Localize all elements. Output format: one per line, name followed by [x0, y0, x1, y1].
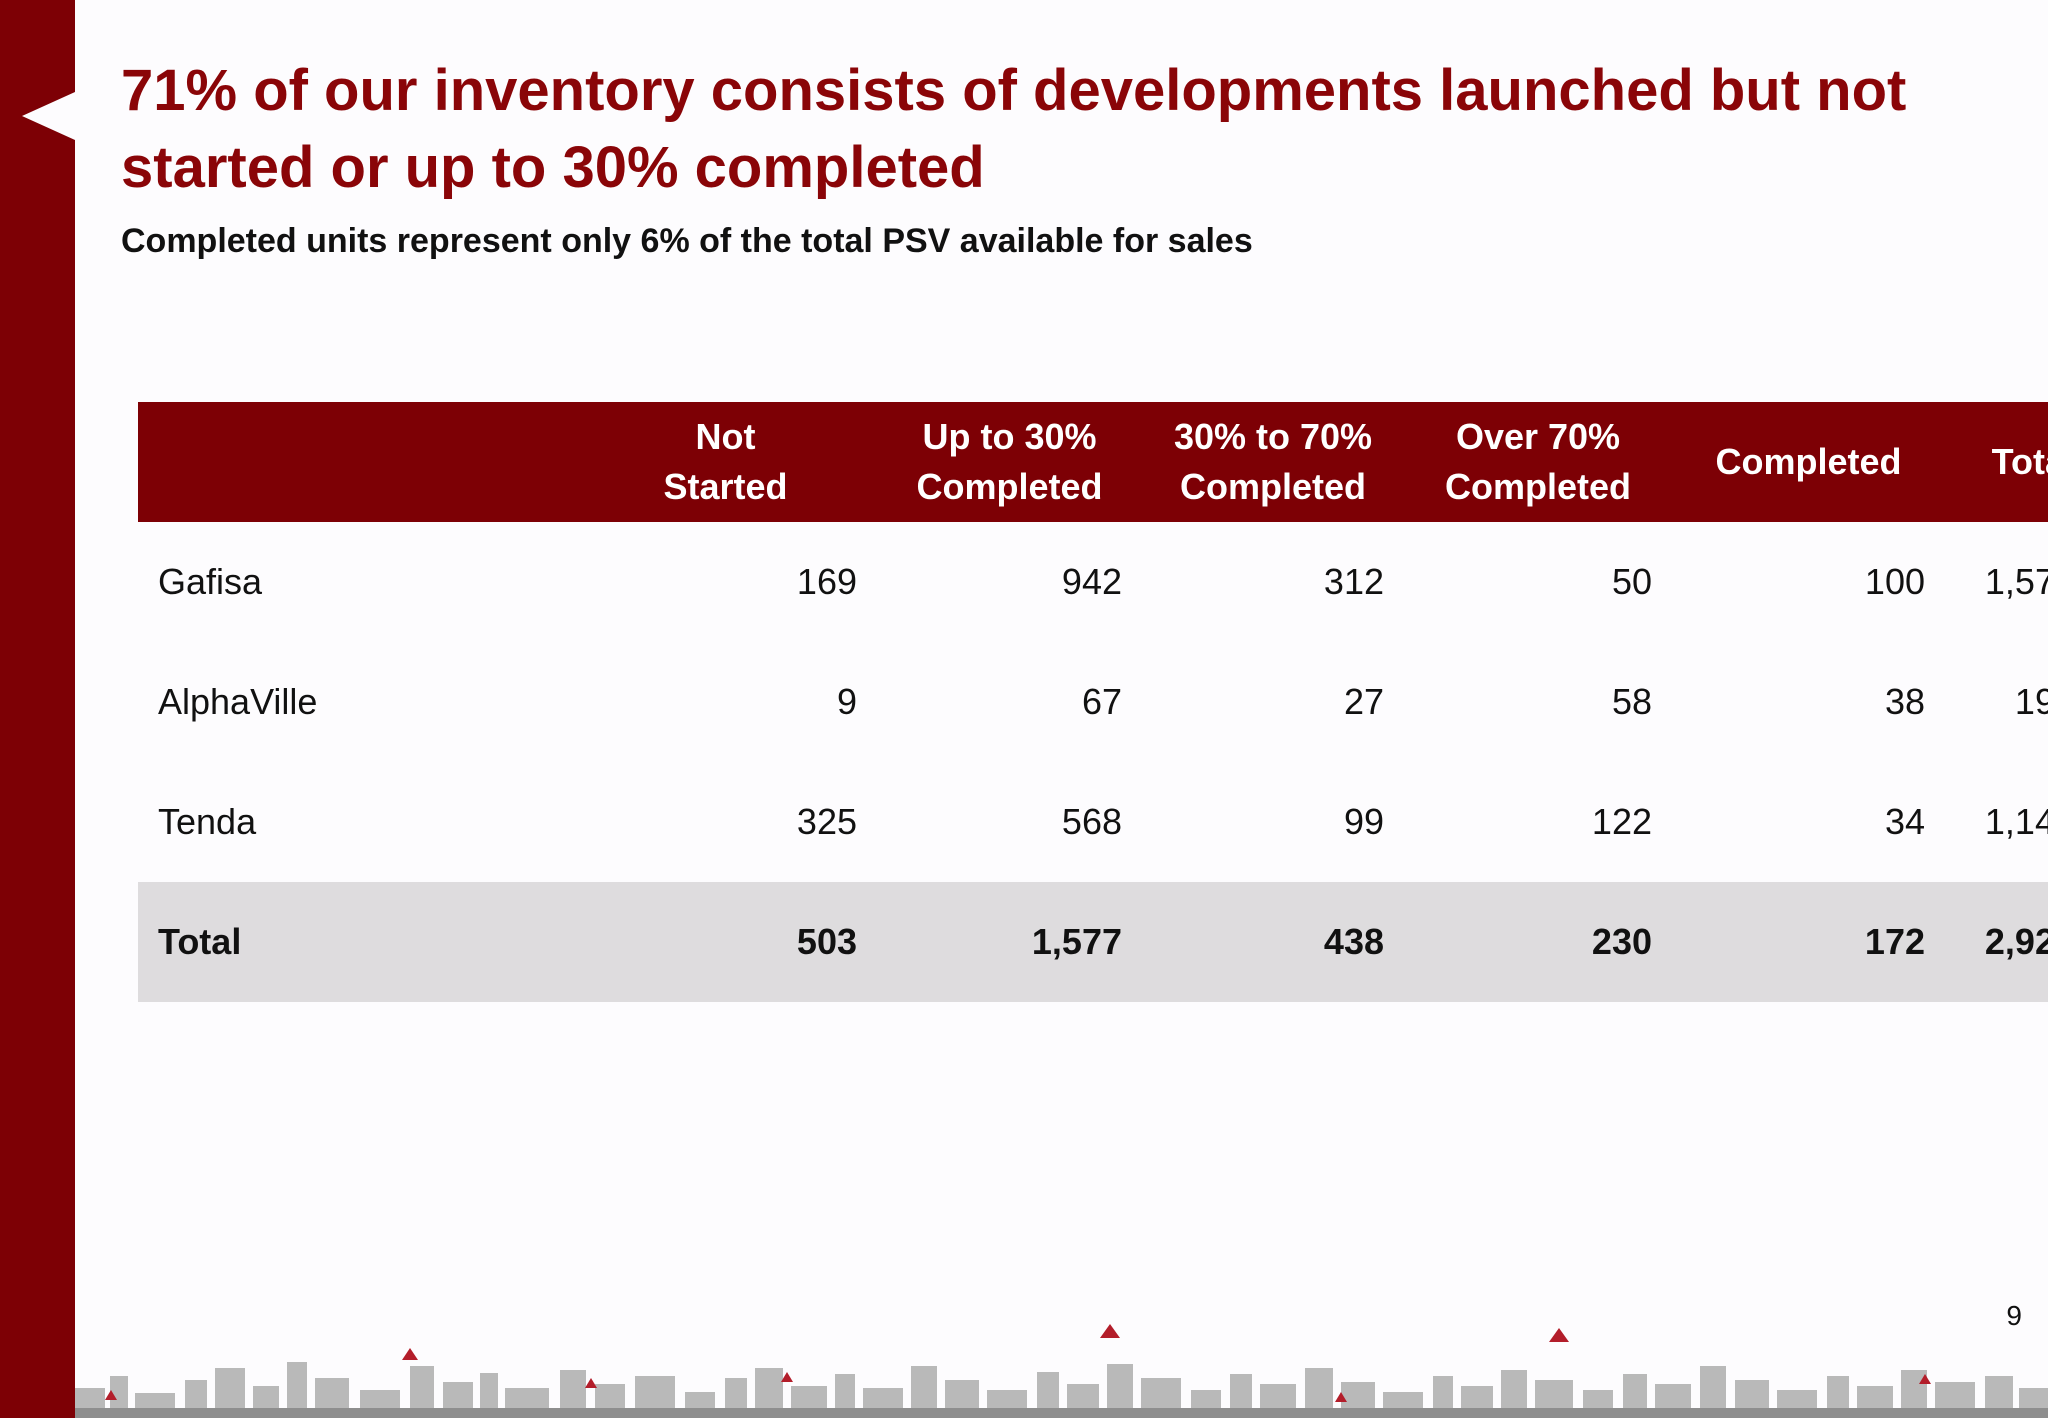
city-skyline-illustration [75, 1324, 2048, 1418]
cell-30-to-70: 312 [1323, 561, 1384, 602]
left-brand-bar [0, 0, 75, 1418]
row-label: Tenda [158, 801, 257, 842]
header-completed: Completed [1672, 402, 1945, 522]
table-header-row: Not Started Up to 30% Completed 30% to 7… [138, 402, 2048, 522]
page-number: 9 [2006, 1300, 2022, 1331]
table-total-row: Total 503 1,577 438 230 172 2,920 [138, 882, 2048, 1002]
total-total: 2,920 [1945, 882, 2048, 1002]
left-bar-notch [22, 92, 75, 140]
cell-30-to-70: 99 [1343, 801, 1384, 842]
total-label: Total [138, 882, 574, 1002]
table-row: Gafisa 169 942 312 50 100 1,572 [138, 522, 2048, 642]
cell-not-started: 9 [836, 681, 857, 722]
slide-subtitle: Completed units represent only 6% of the… [121, 222, 1253, 260]
cell-over-70: 58 [1611, 681, 1652, 722]
cell-up-to-30: 568 [1061, 801, 1122, 842]
total-completed: 172 [1672, 882, 1945, 1002]
cell-total: 1,149 [1984, 801, 2048, 842]
total-30-to-70: 438 [1142, 882, 1404, 1002]
cell-up-to-30: 942 [1061, 561, 1122, 602]
inventory-table: Not Started Up to 30% Completed 30% to 7… [138, 402, 2048, 1002]
header-30-to-70: 30% to 70% Completed [1142, 402, 1404, 522]
total-up-to-30: 1,577 [877, 882, 1142, 1002]
row-label: AlphaVille [158, 681, 318, 722]
cell-completed: 100 [1864, 561, 1925, 602]
table-row: AlphaVille 9 67 27 58 38 199 [138, 642, 2048, 762]
header-up-to-30: Up to 30% Completed [877, 402, 1142, 522]
header-label-blank [138, 402, 574, 522]
total-not-started: 503 [574, 882, 877, 1002]
cell-not-started: 325 [796, 801, 857, 842]
cell-not-started: 169 [796, 561, 857, 602]
cell-total: 1,572 [1984, 561, 2048, 602]
cell-over-70: 122 [1591, 801, 1652, 842]
header-not-started: Not Started [574, 402, 877, 522]
cell-total: 199 [2014, 681, 2048, 722]
total-over-70: 230 [1404, 882, 1672, 1002]
header-total: Total [1945, 402, 2048, 522]
cell-30-to-70: 27 [1343, 681, 1384, 722]
cell-completed: 38 [1884, 681, 1925, 722]
header-over-70: Over 70% Completed [1404, 402, 1672, 522]
slide-title: 71% of our inventory consists of develop… [121, 58, 1907, 200]
cell-over-70: 50 [1611, 561, 1652, 602]
cell-up-to-30: 67 [1081, 681, 1122, 722]
table-row: Tenda 325 568 99 122 34 1,149 [138, 762, 2048, 882]
cell-completed: 34 [1884, 801, 1925, 842]
row-label: Gafisa [158, 561, 263, 602]
